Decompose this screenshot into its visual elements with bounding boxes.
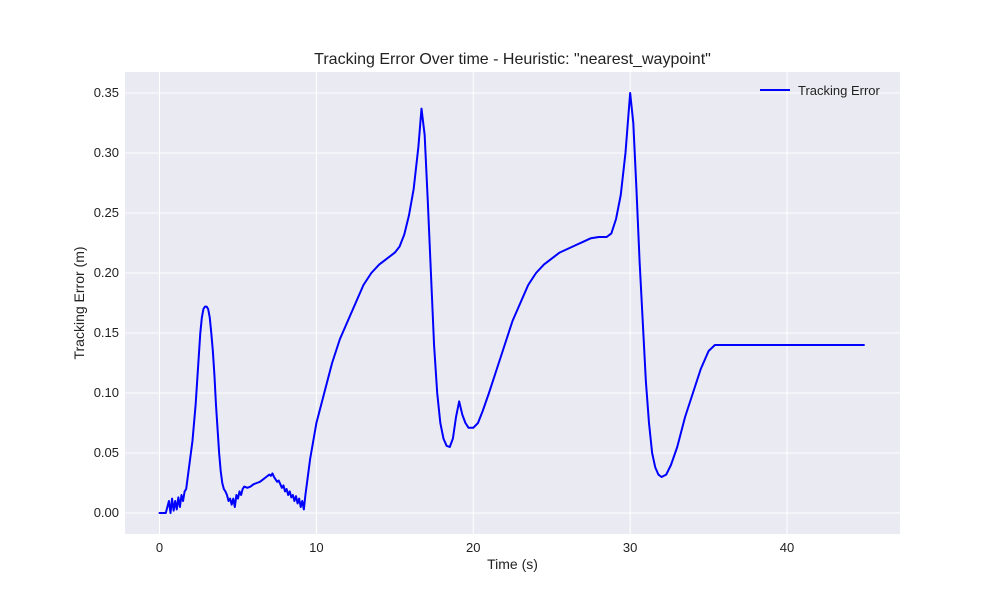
- grid-layer: [125, 72, 900, 534]
- y-tick-label: 0.25: [94, 205, 119, 220]
- series-layer: [158, 92, 865, 514]
- y-tick-label: 0.10: [94, 385, 119, 400]
- x-tick-label: 20: [466, 540, 480, 555]
- y-tick-label: 0.35: [94, 85, 119, 100]
- y-tick-label: 0.30: [94, 145, 119, 160]
- chart-title: Tracking Error Over time - Heuristic: "n…: [314, 51, 711, 68]
- y-tick-label: 0.05: [94, 445, 119, 460]
- y-tick-label: 0.20: [94, 265, 119, 280]
- x-tick-label: 0: [156, 540, 163, 555]
- x-tick-label: 10: [309, 540, 323, 555]
- legend: Tracking Error: [760, 83, 881, 98]
- tick-layer: 0 10 20 30 40 0.00 0.05 0.10 0.15 0.20 0.25 0.30 0.3…: [94, 85, 795, 555]
- series-line-tracking-error: [158, 92, 865, 514]
- plot-area: [125, 72, 900, 534]
- x-tick-label: 40: [780, 540, 794, 555]
- x-tick-label: 30: [623, 540, 637, 555]
- y-axis-label: Tracking Error (m): [71, 246, 87, 359]
- y-tick-label: 0.00: [94, 505, 119, 520]
- y-tick-label: 0.15: [94, 325, 119, 340]
- x-axis-label: Time (s): [487, 556, 538, 572]
- legend-label-tracking-error: Tracking Error: [798, 83, 881, 98]
